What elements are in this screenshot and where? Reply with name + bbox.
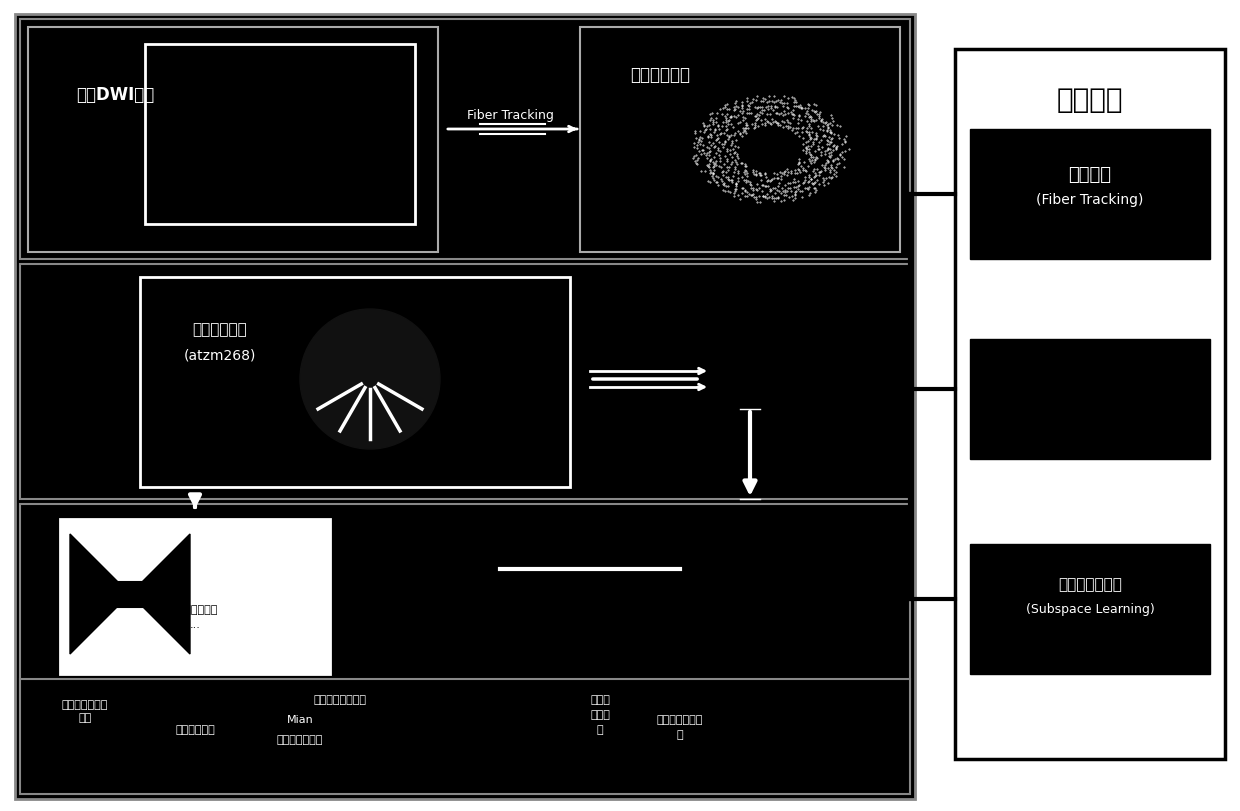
Polygon shape xyxy=(130,534,190,654)
Bar xyxy=(955,50,1225,759)
Text: 原始DWI数据: 原始DWI数据 xyxy=(76,86,154,104)
Bar xyxy=(970,130,1210,260)
Bar xyxy=(580,28,900,253)
Bar xyxy=(20,264,910,500)
Polygon shape xyxy=(69,534,130,654)
Text: 结果验证系到图: 结果验证系到图 xyxy=(657,714,703,724)
Text: 纤维概率结果: 纤维概率结果 xyxy=(630,66,689,84)
Text: (Fiber Tracking): (Fiber Tracking) xyxy=(1037,193,1143,207)
Bar xyxy=(20,679,910,794)
Text: 粗细皮层分区: 粗细皮层分区 xyxy=(192,322,247,337)
Circle shape xyxy=(300,310,440,449)
Text: 析: 析 xyxy=(596,724,604,734)
Text: 小规模聚类方法: 小规模聚类方法 xyxy=(277,734,324,744)
Text: 亚区功能划分器: 亚区功能划分器 xyxy=(1058,577,1122,592)
Text: (Subspace Learning): (Subspace Learning) xyxy=(1025,603,1154,616)
Text: 结果验: 结果验 xyxy=(590,694,610,704)
Bar xyxy=(145,45,415,225)
Text: 谱: 谱 xyxy=(677,729,683,739)
Text: (atzm268): (atzm268) xyxy=(184,348,257,362)
Text: 证与分: 证与分 xyxy=(590,709,610,719)
Bar xyxy=(29,28,438,253)
Bar xyxy=(20,20,910,260)
Text: 方法流程: 方法流程 xyxy=(1056,86,1123,114)
Text: Mian: Mian xyxy=(286,714,314,724)
Text: 视觉皮层子空间: 视觉皮层子空间 xyxy=(62,699,108,709)
Text: 子空间特征矩阵: 子空间特征矩阵 xyxy=(172,604,218,614)
Bar xyxy=(115,582,145,607)
Bar xyxy=(970,544,1210,674)
Bar xyxy=(60,519,330,674)
Text: ...: ... xyxy=(190,620,201,629)
Bar xyxy=(20,504,910,699)
Text: Fiber Tracking: Fiber Tracking xyxy=(466,109,553,122)
Bar xyxy=(15,15,915,799)
Text: 特征: 特征 xyxy=(78,712,92,722)
Text: 信息差和聚类矩阵: 信息差和聚类矩阵 xyxy=(314,694,367,704)
Text: 加入空间约束: 加入空间约束 xyxy=(175,724,215,734)
Bar xyxy=(140,277,570,487)
Bar xyxy=(970,340,1210,460)
Text: 特征提取: 特征提取 xyxy=(1069,165,1111,184)
